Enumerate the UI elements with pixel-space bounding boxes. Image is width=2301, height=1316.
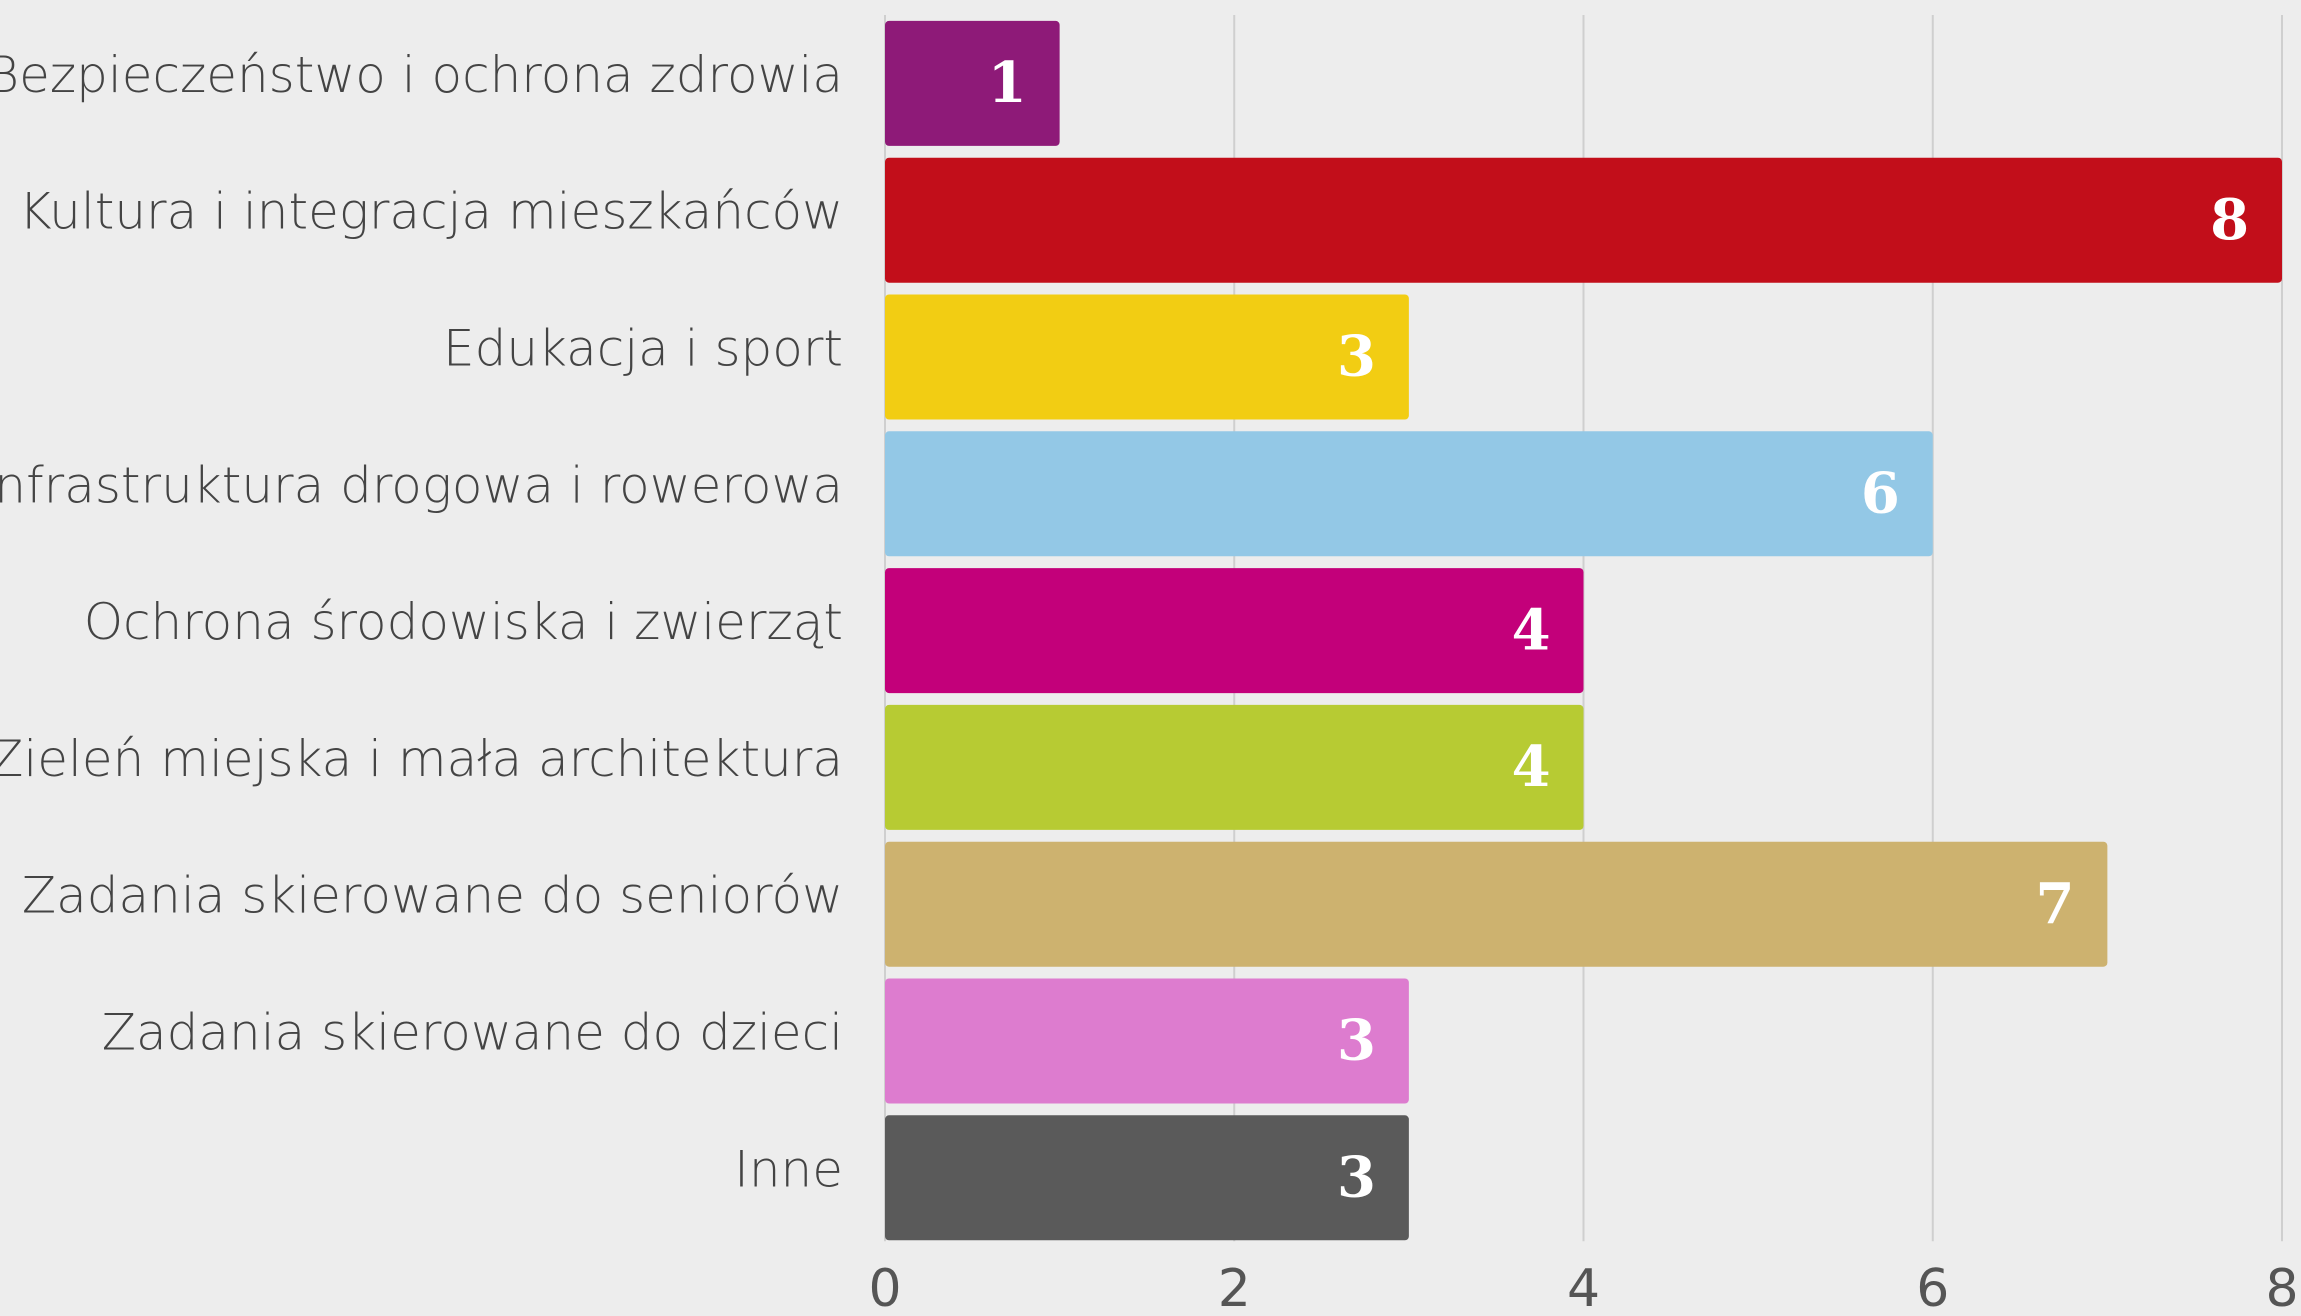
x-tick-label: 0 [868,1259,901,1316]
bar [885,978,1409,1104]
bar [885,157,2282,283]
data-label: 4 [1512,734,1551,800]
bar [885,1115,1409,1241]
bar [885,294,1409,420]
x-tick-label: 4 [1567,1259,1600,1316]
x-tick-label: 6 [1916,1259,1949,1316]
x-tick-label: 2 [1218,1259,1251,1316]
y-tick-label: Zieleń miejska i mała architektura [0,730,843,788]
bar [885,568,1584,694]
y-tick-label: Edukacja i sport [443,320,843,378]
y-tick-label: Bezpieczeństwo i ochrona zdrowia [0,46,843,104]
bar [885,20,1060,146]
data-label: 1 [988,50,1027,116]
x-tick-label: 8 [2265,1259,2298,1316]
bar [885,704,1584,830]
bar [885,431,1933,557]
data-label: 8 [2210,187,2249,253]
data-label: 3 [1337,324,1376,390]
y-tick-label: Inne [734,1140,843,1198]
y-tick-label: Infrastruktura drogowa i rowerowa [0,456,843,514]
y-tick-label: Zadania skierowane do dzieci [102,1004,843,1062]
y-tick-label: Ochrona środowiska i zwierząt [84,593,843,651]
data-label: 3 [1337,1144,1376,1210]
data-label: 4 [1512,597,1551,663]
data-label: 7 [2036,871,2075,937]
y-tick-label: Kultura i integracja mieszkańców [19,183,843,241]
data-label: 3 [1337,1008,1376,1074]
bar [885,841,2108,967]
y-tick-label: Zadania skierowane do seniorów [22,867,843,925]
data-label: 6 [1861,460,1900,526]
